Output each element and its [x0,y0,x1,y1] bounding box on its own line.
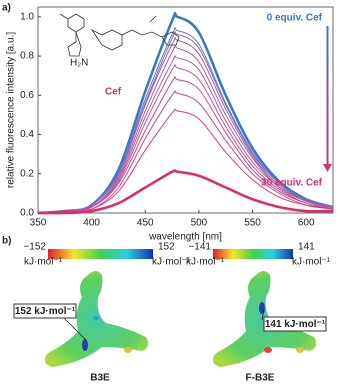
x-axis-label: wavelength [nm] [148,232,222,243]
panel-label: a) [2,3,11,14]
arrow [326,26,329,166]
unit: kJ·mol⁻¹ [152,257,191,268]
y-tick-label: 0.6 [20,90,34,101]
scale-label: 152 [158,242,175,253]
x-tick-label: 450 [137,218,154,229]
scale-label: −152 [23,242,46,253]
annotation: 0 equiv. Cef [267,13,323,24]
molecule-name: F-B3E [246,373,275,384]
y-tick-label: 1.0 [20,11,34,22]
spectrum-line [37,169,334,215]
x-tick-label: 400 [83,218,100,229]
structure [59,13,180,57]
annotation: Cef [105,87,122,98]
callout-box [13,303,77,319]
y-tick-label: 0.0 [20,208,34,219]
y-axis-label: relative fluorescence intensity [a.u.] [6,32,17,188]
unit: kJ·mol⁻¹ [24,257,63,268]
spectrum-line [37,76,334,214]
callout-line [261,309,265,321]
y-tick-label: 0.8 [20,51,34,62]
y-tick-label: 0.2 [20,168,34,179]
structure-text: H₂N [70,58,88,69]
x-tick-label: 500 [191,218,208,229]
x-tick-label: 600 [298,218,315,229]
annotation: 30 equiv. Cef [261,178,323,189]
x-tick-label: 550 [244,218,261,229]
plot: 0.0 0.2 0.4 0.6 0.8 1.0 350 400 450 500 550 600 wave… [6,6,334,243]
scale-label: −141 [188,242,211,253]
callout: 141 kJ·mol⁻¹ [265,319,326,330]
spectrum-line [37,90,334,214]
callout-box [263,316,327,332]
y-tick-label: 0.4 [20,129,34,140]
colorbar [48,249,153,259]
spectrum-line [37,108,334,214]
plot-frame [37,6,334,214]
panel-label: b) [2,236,11,247]
scale-label: 141 [298,242,315,253]
colorbar [213,249,293,259]
x-tick-label: 350 [30,218,47,229]
callout: 152 kJ·mol⁻¹ [15,306,76,317]
unit: kJ·mol⁻¹ [186,257,225,268]
callout-line [63,317,87,341]
arrow-head [323,164,332,172]
unit: kJ·mol⁻¹ [292,257,331,268]
molecule-name: B3E [90,373,110,384]
